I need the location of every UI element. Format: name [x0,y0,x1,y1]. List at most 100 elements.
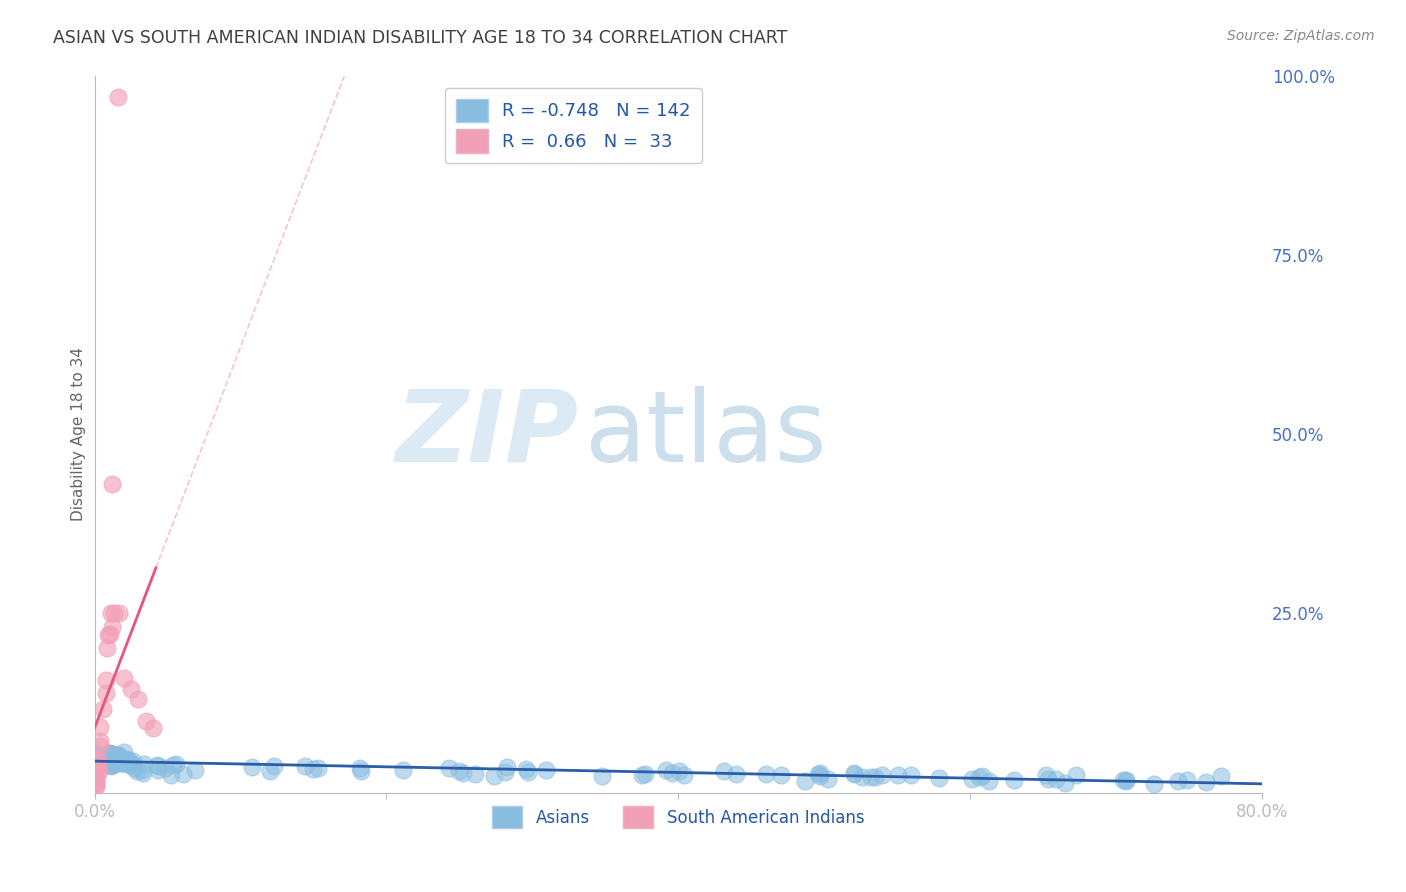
Point [900,768,922,782]
Point [120,681,142,696]
Point [105,747,128,762]
Point [98,756,121,770]
Point [93,756,115,770]
Point [84,779,107,793]
Point [634,766,657,780]
Point [724,767,747,781]
Point [307,761,329,775]
Point [447,764,470,779]
Point [100,620,122,634]
Point [494,764,516,779]
Point [960,772,983,786]
Legend: Asians, South American Indians: Asians, South American Indians [485,800,870,835]
Point [1211,769,1233,783]
Point [104,751,127,765]
Point [87,753,110,767]
Point [93,750,115,764]
Point [96,751,118,765]
Point [87,750,110,764]
Point [94,754,117,768]
Point [1066,768,1088,782]
Point [124,761,146,775]
Point [142,721,165,735]
Point [90,754,112,768]
Point [1115,773,1137,788]
Y-axis label: Disability Age 18 to 34: Disability Age 18 to 34 [72,347,86,521]
Point [100,751,122,765]
Point [1175,773,1198,788]
Point [115,752,138,766]
Point [114,754,136,768]
Point [263,758,285,772]
Point [91,751,114,765]
Point [1035,768,1057,782]
Point [165,757,187,772]
Point [117,756,139,771]
Point [98,746,121,760]
Point [97,628,120,642]
Point [496,760,519,774]
Point [89,734,111,748]
Point [184,763,207,777]
Point [977,773,1000,788]
Point [89,752,111,766]
Point [90,749,112,764]
Point [114,756,136,770]
Point [100,759,122,773]
Point [112,745,135,759]
Point [86,752,108,766]
Point [851,770,873,784]
Point [100,756,122,770]
Point [437,761,460,775]
Point [91,702,114,716]
Point [870,768,893,782]
Point [1143,777,1166,791]
Point [101,756,124,770]
Point [1045,772,1067,786]
Point [928,771,950,785]
Point [87,757,110,772]
Point [517,764,540,779]
Point [1053,776,1076,790]
Point [84,754,107,768]
Point [769,768,792,782]
Point [84,766,107,780]
Point [94,686,117,700]
Point [120,756,142,770]
Point [120,757,142,772]
Point [392,763,415,777]
Point [146,758,169,772]
Point [89,720,111,734]
Point [1195,775,1218,789]
Point [90,753,112,767]
Point [654,764,676,778]
Point [515,763,537,777]
Text: ASIAN VS SOUTH AMERICAN INDIAN DISABILITY AGE 18 TO 34 CORRELATION CHART: ASIAN VS SOUTH AMERICAN INDIAN DISABILIT… [53,29,787,47]
Point [93,756,115,770]
Point [87,761,110,775]
Point [127,692,149,706]
Point [482,769,505,783]
Point [89,765,111,780]
Point [93,755,115,769]
Point [103,757,125,772]
Point [1112,772,1135,787]
Point [94,673,117,687]
Point [101,750,124,764]
Point [120,757,142,772]
Point [817,772,839,786]
Point [661,766,683,780]
Point [131,764,153,778]
Point [117,753,139,767]
Point [536,763,558,777]
Point [172,766,194,780]
Point [84,771,107,785]
Point [103,756,125,771]
Point [107,747,129,762]
Point [115,754,138,768]
Point [100,607,122,621]
Point [294,759,316,773]
Point [1036,772,1059,786]
Point [860,770,883,784]
Point [107,756,129,771]
